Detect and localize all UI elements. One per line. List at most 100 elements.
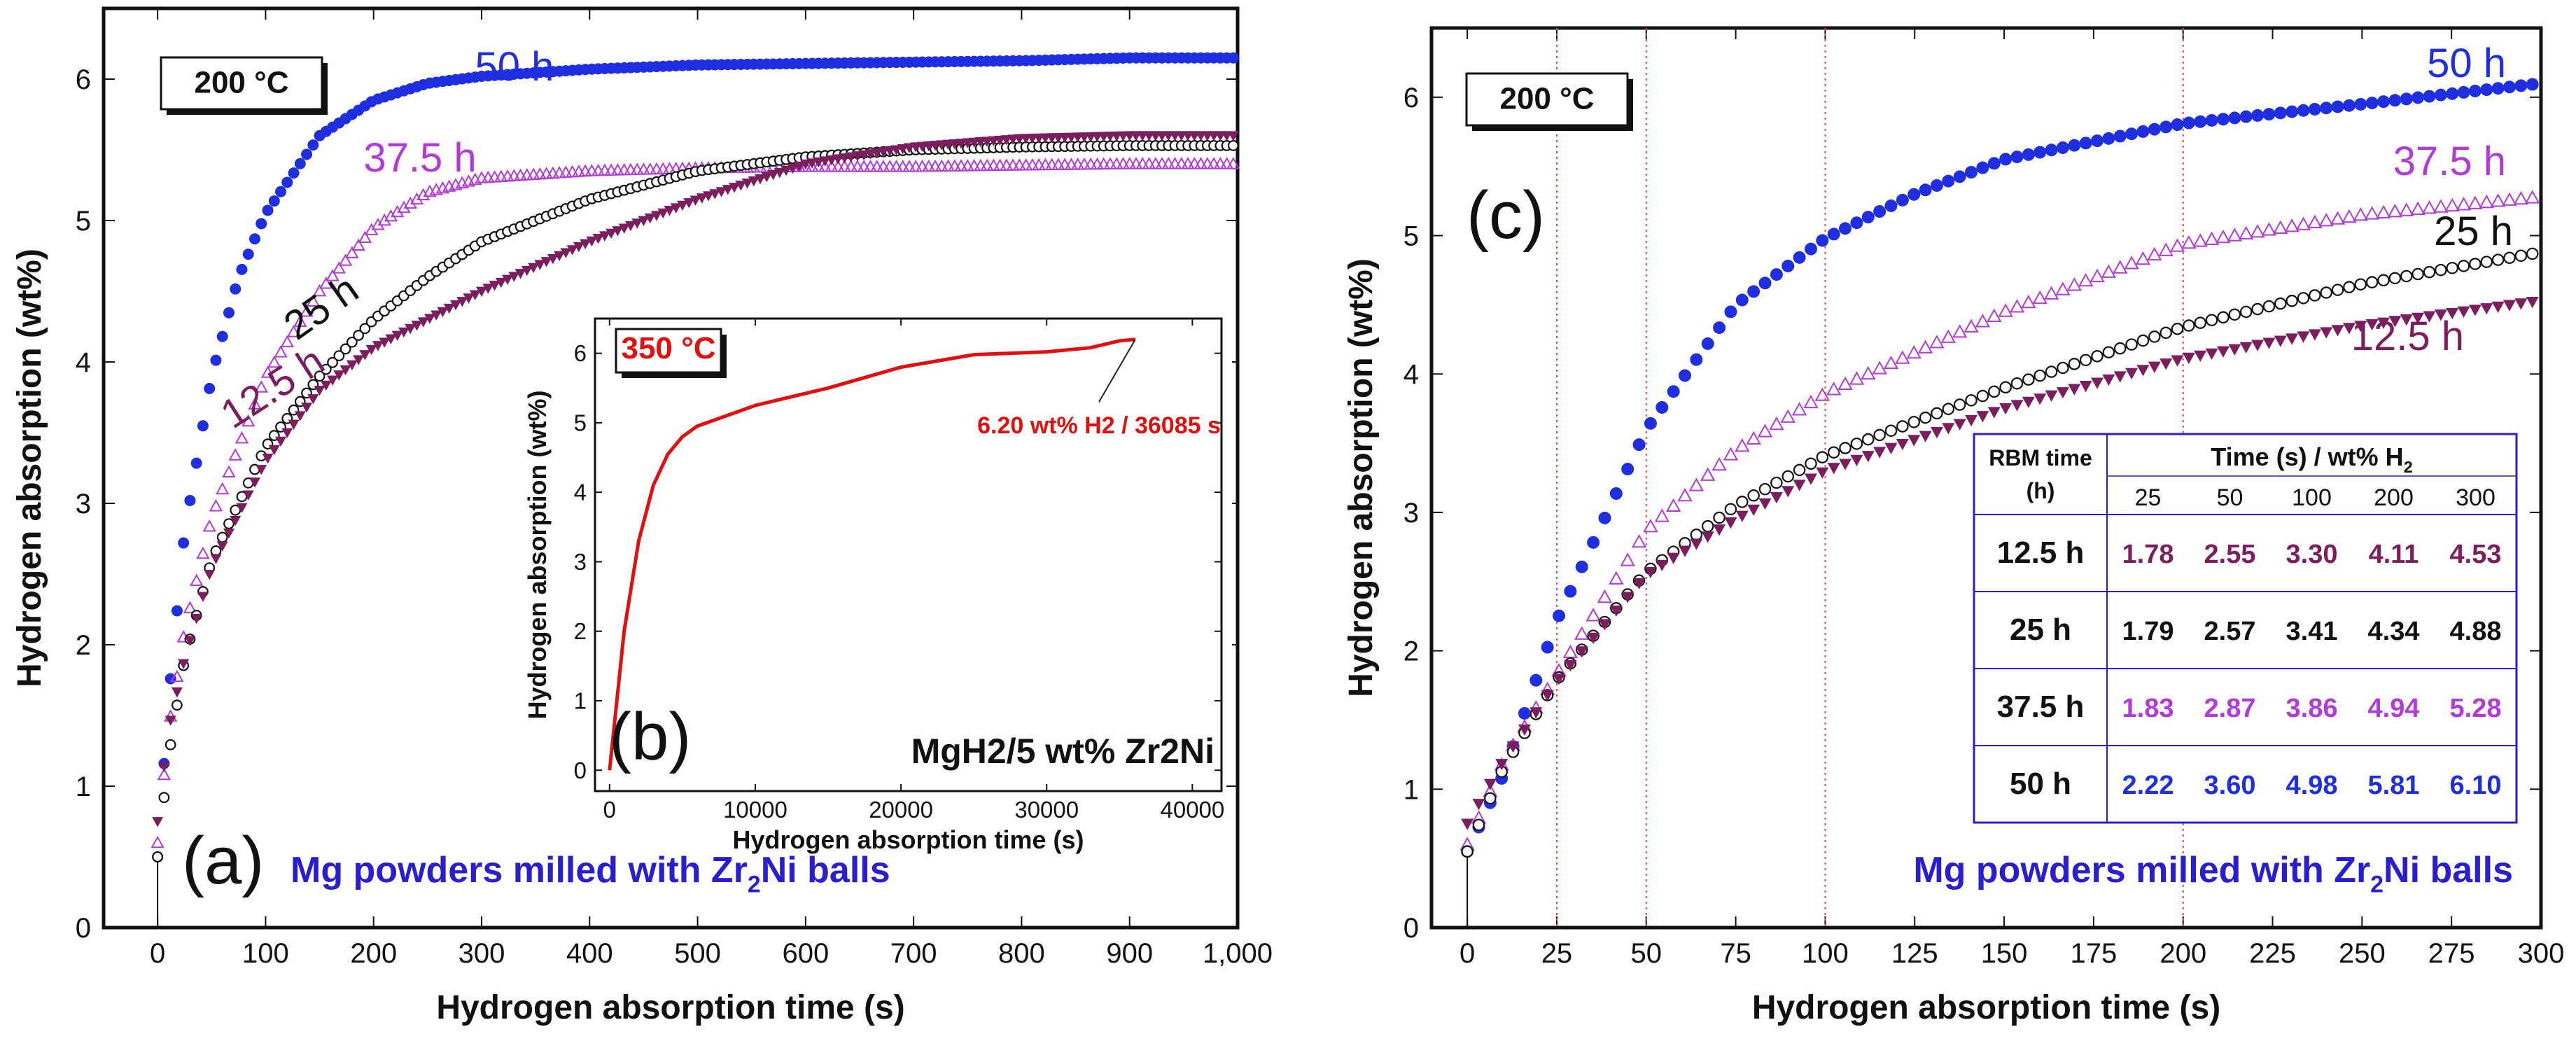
- data-point: [1873, 428, 1886, 442]
- y-tick-label: 0: [574, 757, 587, 783]
- data-point: [612, 226, 624, 237]
- data-point: [2491, 82, 2505, 95]
- data-point: [2205, 314, 2218, 326]
- data-point: [540, 257, 552, 267]
- data-point: [839, 153, 850, 164]
- data-point: [171, 687, 183, 698]
- x-tick-label: 100: [1802, 938, 1849, 969]
- data-point: [883, 160, 897, 172]
- data-point: [197, 420, 209, 432]
- data-point: [1562, 644, 1578, 659]
- data-point: [2182, 352, 2195, 364]
- data-point: [1816, 451, 1829, 463]
- data-point: [1207, 157, 1221, 169]
- data-point: [1553, 609, 1566, 622]
- data-point: [1161, 157, 1175, 169]
- data-point: [1129, 157, 1143, 169]
- data-point: [592, 234, 604, 244]
- x-tick-label: 275: [2428, 938, 2475, 969]
- data-point: [1495, 759, 1508, 771]
- table-cell: 1.78: [2122, 540, 2174, 569]
- data-point: [1226, 157, 1240, 169]
- data-point: [2068, 139, 2081, 152]
- x-tick-label: 50: [1631, 938, 1662, 969]
- data-point: [909, 160, 923, 172]
- data-point: [2136, 365, 2150, 377]
- data-point: [2113, 130, 2127, 143]
- data-point: [216, 531, 228, 543]
- panel-c-chart: 0 25 50 75 100 125 150 175 200 225 250 275 300012345…: [1343, 26, 2564, 1026]
- data-point: [2286, 295, 2298, 307]
- temperature-label-box: [160, 56, 323, 111]
- data-point: [210, 554, 222, 564]
- data-point: [1667, 552, 1680, 564]
- data-point: [502, 274, 514, 286]
- data-point: [1574, 626, 1590, 640]
- data-point: [1873, 447, 1886, 459]
- data-point: [280, 335, 294, 348]
- data-point: [1598, 511, 1611, 524]
- table-column-header: 50: [2217, 484, 2244, 511]
- data-point: [606, 228, 617, 239]
- data-point: [228, 448, 242, 461]
- data-point: [1620, 552, 1635, 566]
- data-point: [2239, 342, 2253, 354]
- data-point: [1518, 706, 1531, 720]
- data-point: [890, 145, 902, 155]
- data-point: [960, 159, 974, 172]
- data-point: [806, 158, 818, 169]
- data-point: [294, 411, 306, 421]
- data-point: [2412, 91, 2425, 104]
- data-point: [216, 541, 228, 552]
- data-point: [403, 196, 417, 209]
- data-point: [340, 365, 351, 376]
- data-point: [1896, 438, 1909, 451]
- data-point: [171, 605, 183, 617]
- series-label-s50: 50 h: [475, 44, 554, 90]
- data-point: [332, 261, 346, 274]
- data-point: [831, 160, 845, 172]
- data-point: [281, 428, 293, 438]
- data-point: [2022, 148, 2035, 161]
- panel-label-b: (b): [609, 699, 691, 774]
- data-point: [1484, 792, 1497, 805]
- data-point: [1723, 447, 1739, 461]
- data-point: [1735, 438, 1750, 452]
- table-cell: 1.83: [2122, 694, 2174, 723]
- data-point: [2421, 200, 2437, 214]
- data-point: [2308, 103, 2321, 116]
- data-point: [1758, 498, 1772, 510]
- series-s50: [152, 52, 1239, 862]
- data-point: [1975, 314, 1991, 328]
- x-tick-label: 20000: [869, 797, 933, 823]
- x-tick-label: 0: [150, 938, 165, 969]
- data-point: [1976, 161, 1989, 174]
- data-point: [1987, 157, 2001, 170]
- data-point: [1483, 778, 1497, 790]
- data-point: [1849, 371, 1865, 385]
- data-point: [1850, 216, 1863, 230]
- data-point: [2423, 311, 2436, 323]
- data-point: [1200, 157, 1214, 169]
- data-point: [1827, 463, 1840, 475]
- data-point: [2261, 222, 2277, 236]
- data-point: [346, 360, 358, 371]
- data-point: [2412, 312, 2425, 324]
- data-point: [586, 236, 598, 247]
- data-point: [2091, 134, 2104, 148]
- x-tick-label: 0: [1460, 938, 1475, 969]
- data-point: [2377, 274, 2390, 287]
- data-point: [1747, 285, 1760, 298]
- data-point: [1032, 158, 1046, 171]
- data-point: [152, 851, 164, 862]
- x-tick-label: 200: [2160, 938, 2206, 969]
- data-point: [353, 355, 365, 365]
- data-point: [2342, 209, 2357, 223]
- data-point: [2353, 207, 2369, 221]
- data-point: [1884, 424, 1898, 437]
- data-point: [2320, 327, 2333, 339]
- annotation-c: Mg powders milled with Zr2Ni balls: [1913, 850, 2513, 898]
- data-point: [2160, 358, 2173, 370]
- data-point: [2078, 273, 2094, 287]
- data-point: [255, 218, 267, 230]
